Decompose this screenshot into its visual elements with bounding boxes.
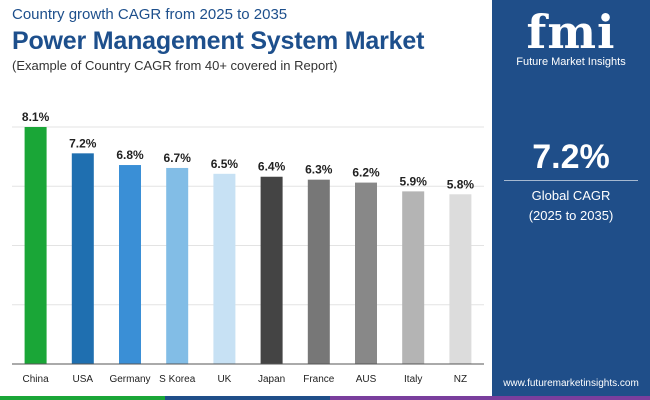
cagr-label-line1: Global CAGR <box>531 188 611 203</box>
fmi-logo: fmi Future Market Insights <box>492 6 650 68</box>
bar-chart: 8.1% China 7.2% USA 6.8% Germany 6.7% S Korea 6.… <box>12 110 484 385</box>
bar-s-korea <box>166 167 189 364</box>
data-label: 6.2% <box>352 166 380 180</box>
logo-mark: fmi <box>526 5 616 59</box>
cagr-divider <box>504 180 638 181</box>
data-label: 5.9% <box>400 174 428 188</box>
data-label: 6.7% <box>164 151 192 165</box>
category-label: Germany <box>109 374 150 385</box>
cagr-label-line2: (2025 to 2035) <box>528 208 614 223</box>
category-label: AUS <box>356 374 377 385</box>
global-cagr-value: 7.2% <box>532 138 610 176</box>
bar-japan <box>260 176 283 364</box>
info-sidebar: fmi Future Market Insights 7.2% Global C… <box>492 0 650 400</box>
global-cagr-label: Global CAGR (2025 to 2035) <box>492 186 650 226</box>
category-label: Italy <box>404 374 422 385</box>
chart-subtitle: (Example of Country CAGR from 40+ covere… <box>12 58 338 73</box>
category-label: China <box>23 374 50 385</box>
bar-china <box>24 127 47 364</box>
website-link[interactable]: www.futuremarketinsights.com <box>503 378 639 389</box>
footer-segment-purple <box>330 396 650 400</box>
bar-nz <box>449 194 472 364</box>
category-label: S Korea <box>159 374 196 385</box>
bar-aus <box>355 182 377 364</box>
data-label: 5.8% <box>447 177 475 191</box>
footer-segment-blue <box>165 396 330 400</box>
bar-france <box>307 179 330 364</box>
chart-kicker: Country growth CAGR from 2025 to 2035 <box>12 6 288 23</box>
category-label: NZ <box>454 374 467 385</box>
category-label: Japan <box>258 374 285 385</box>
bar-usa <box>71 153 94 364</box>
category-label: France <box>303 374 335 385</box>
data-label: 6.4% <box>258 160 286 174</box>
category-label: UK <box>217 374 231 385</box>
data-label: 6.5% <box>211 157 239 171</box>
chart-title: Power Management System Market <box>12 27 425 55</box>
bar-germany <box>119 165 141 364</box>
chart-panel: Country growth CAGR from 2025 to 2035 Po… <box>12 6 484 385</box>
bar-italy <box>402 191 425 364</box>
bar-uk <box>213 173 236 364</box>
footer-segment-green <box>0 396 165 400</box>
data-label: 6.3% <box>305 163 333 177</box>
category-label: USA <box>73 374 94 385</box>
data-label: 6.8% <box>116 148 144 162</box>
data-label: 7.2% <box>69 136 97 150</box>
footer-color-bar <box>0 396 650 400</box>
logo-text: Future Market Insights <box>516 56 626 68</box>
data-label: 8.1% <box>22 110 50 124</box>
